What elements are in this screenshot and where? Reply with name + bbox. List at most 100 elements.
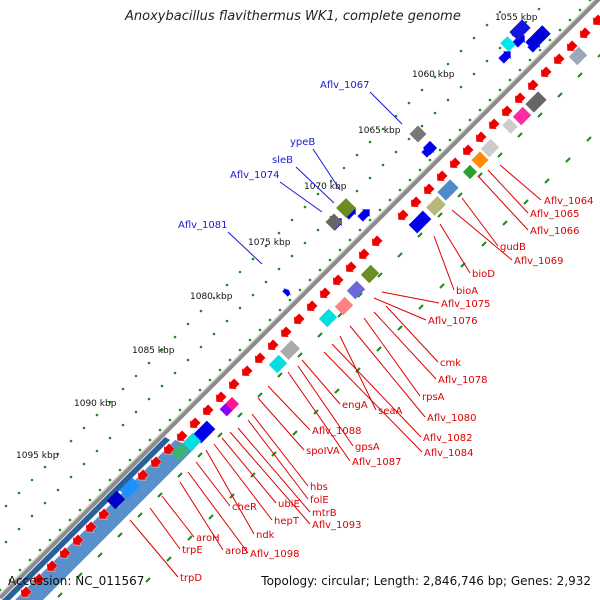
tick-dot <box>188 398 192 402</box>
tick-dot <box>95 413 99 417</box>
tick-dot <box>288 298 292 302</box>
tick-dot <box>56 488 60 492</box>
reverse-gene-label: trpE <box>182 545 203 556</box>
reverse-leader-line <box>301 359 341 405</box>
tick-dash <box>577 72 583 78</box>
reverse-leader-line <box>287 371 351 462</box>
reverse-gene <box>176 430 188 442</box>
tick-dot <box>128 458 132 462</box>
tick-dot <box>342 166 346 170</box>
tick-dot <box>420 124 424 128</box>
reverse-gene <box>215 391 227 403</box>
tick-dot <box>446 98 450 102</box>
topology-label: Topology: <box>261 574 318 588</box>
tick-dash <box>166 556 172 562</box>
tick-dot <box>17 527 21 531</box>
tick-dot <box>433 75 437 79</box>
tick-dash <box>457 192 463 198</box>
reverse-gene <box>202 404 214 416</box>
reverse-gene <box>540 66 552 78</box>
tick-dot <box>4 504 8 508</box>
tick-dash <box>517 132 523 138</box>
reverse-gene <box>397 209 409 221</box>
reverse-leader-line <box>205 449 255 535</box>
reverse-leader-line <box>439 223 471 274</box>
tick-dash <box>117 532 123 538</box>
tick-dot <box>17 491 21 495</box>
tick-dash <box>334 388 340 394</box>
tick-dot <box>338 248 342 252</box>
reverse-leader-line <box>349 325 426 418</box>
reverse-gene <box>462 144 474 156</box>
reverse-gene-label: folE <box>310 495 329 506</box>
tick-dot <box>95 449 99 453</box>
feature-block <box>471 151 489 169</box>
tick-dot <box>264 244 268 248</box>
reverse-gene <box>345 261 357 273</box>
reverse-gene-label: hepT <box>274 516 300 527</box>
tick-dot <box>198 388 202 392</box>
reverse-leader-line <box>363 317 421 397</box>
reverse-leader-line <box>195 461 231 507</box>
reverse-gene-label: gudB <box>500 242 526 253</box>
forward-leader-line <box>369 91 403 125</box>
reverse-gene-label: Aflv_1066 <box>530 226 580 237</box>
tick-dot <box>368 140 372 144</box>
kbp-tick-label: 1090 kbp <box>74 399 117 409</box>
tick-dot <box>78 508 82 512</box>
feature-block <box>334 296 354 316</box>
reverse-gene <box>371 235 383 247</box>
tick-dash <box>565 157 571 163</box>
tick-dot <box>459 85 463 89</box>
tick-dot <box>173 335 177 339</box>
tick-dot <box>388 198 392 202</box>
tick-dot <box>48 538 52 542</box>
tick-dash <box>317 332 323 338</box>
tick-dot <box>158 428 162 432</box>
tick-dash <box>376 346 382 352</box>
tick-dot <box>238 348 242 352</box>
reverse-gene <box>319 287 331 299</box>
accession-footer: Accession: NC_011567 <box>8 574 144 588</box>
reverse-gene <box>566 40 578 52</box>
tick-dot <box>258 328 262 332</box>
feature-block <box>119 477 141 499</box>
tick-dot <box>98 488 102 492</box>
reverse-gene-label: trpD <box>180 573 202 584</box>
feature-block <box>408 210 432 234</box>
feature-block <box>219 403 233 417</box>
tick-dot <box>108 478 112 482</box>
reverse-gene-label: Aflv_1087 <box>352 457 402 468</box>
reverse-gene <box>46 560 58 572</box>
reverse-leader-line <box>267 385 311 431</box>
tick-dot <box>394 150 398 154</box>
tick-dot <box>268 318 272 322</box>
reverse-gene <box>358 248 370 260</box>
forward-leader-line <box>279 181 323 213</box>
feature-block <box>525 25 551 51</box>
tick-dot <box>251 257 255 261</box>
tick-dash <box>187 535 193 541</box>
tick-dot <box>316 228 320 232</box>
tick-dot <box>433 111 437 115</box>
map-title: Anoxybacillus flavithermus WK1, complete… <box>125 9 461 24</box>
tick-dot <box>218 368 222 372</box>
reverse-gene-label: engA <box>342 400 368 411</box>
length-value: 2,846,746 bp <box>422 574 503 588</box>
tick-dot <box>290 218 294 222</box>
reverse-gene <box>514 92 526 104</box>
kbp-tick-label: 1080 kbp <box>190 292 233 302</box>
reverse-leader-line <box>477 175 529 231</box>
kbp-tick-label: 1055 kbp <box>495 13 538 23</box>
reverse-gene <box>228 378 240 390</box>
tick-dash <box>277 372 283 378</box>
tick-dot <box>121 387 125 391</box>
tick-dot <box>228 358 232 362</box>
feature-block <box>360 264 380 284</box>
tick-dot <box>420 88 424 92</box>
kbp-tick-label: 1060 kbp <box>412 70 455 80</box>
kbp-tick-label: 1095 kbp <box>16 451 59 461</box>
